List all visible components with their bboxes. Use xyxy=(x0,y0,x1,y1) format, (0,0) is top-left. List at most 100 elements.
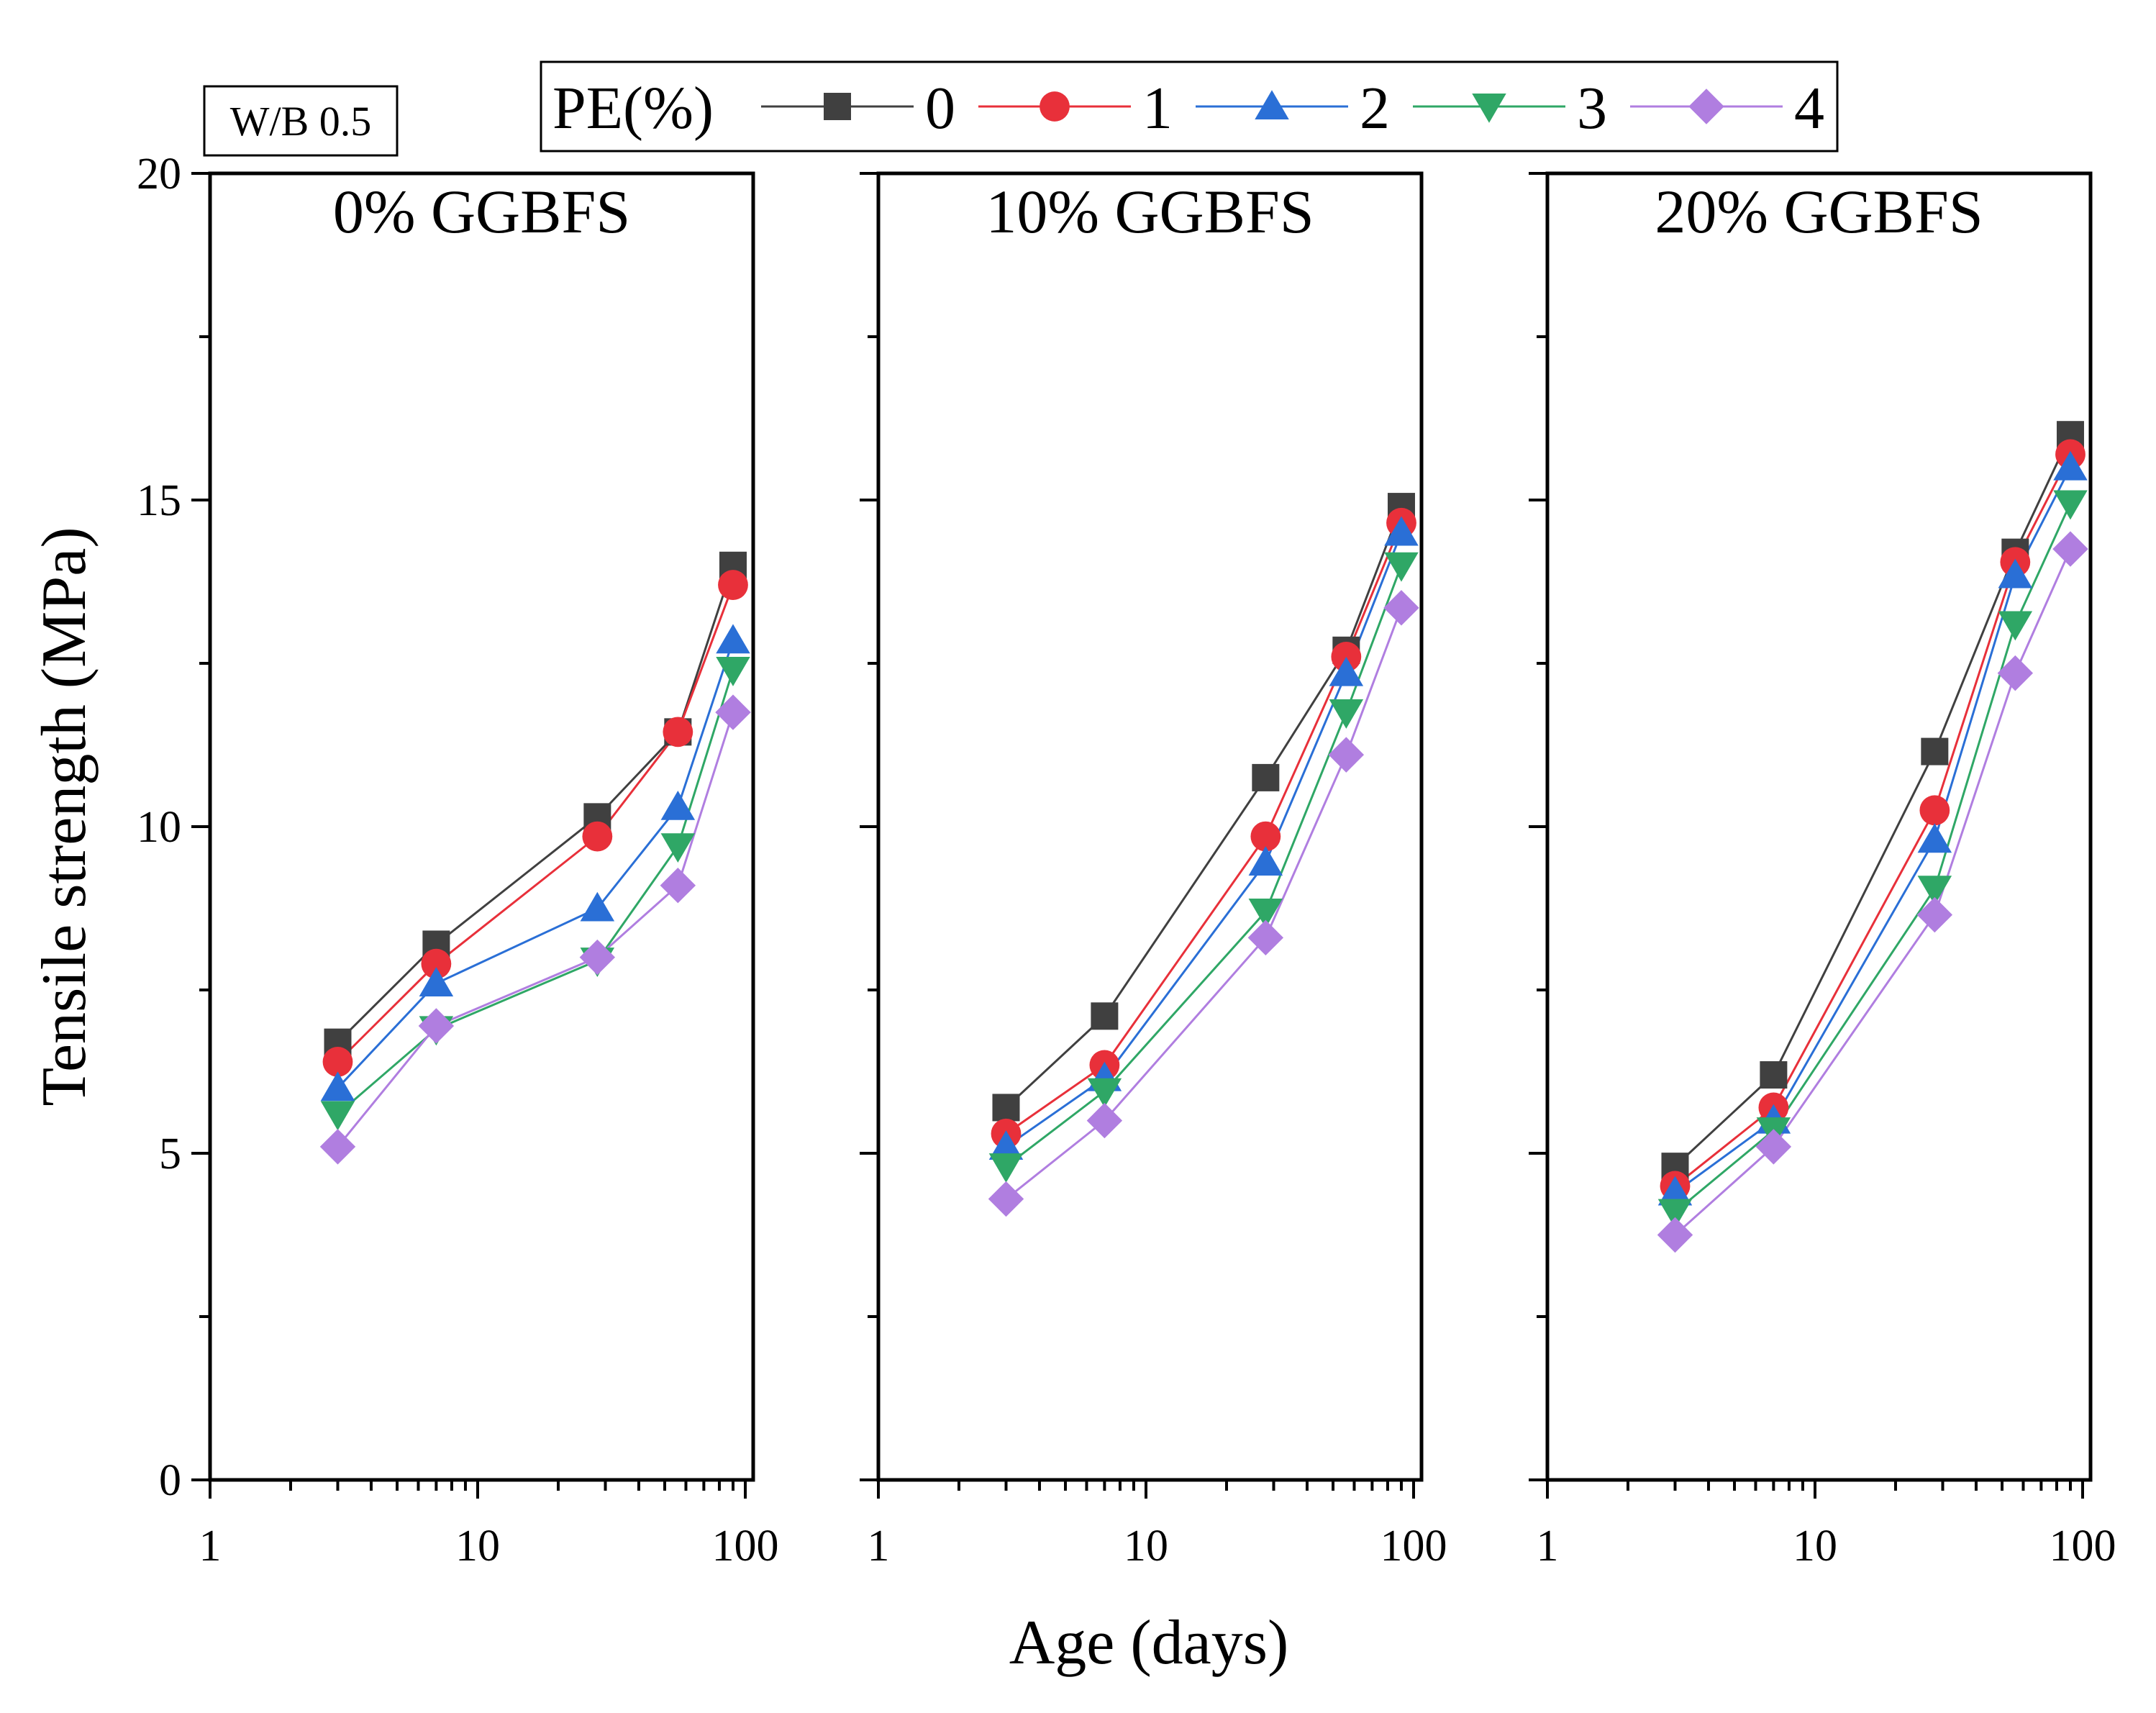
legend-marker-0 xyxy=(824,93,851,120)
data-point-4 xyxy=(660,868,696,904)
panel-2: 1 10 100 10% GGBFS xyxy=(860,171,1447,1571)
panel-frame xyxy=(1545,171,2093,1482)
data-point-0 xyxy=(992,1094,1020,1122)
x-tick-label: 100 xyxy=(2050,1522,2116,1571)
legend-title: PE(%) xyxy=(552,75,714,142)
y-tick-label: 0 xyxy=(159,1456,181,1505)
series-line-1 xyxy=(1005,522,1403,1135)
x-tick-label: 1 xyxy=(1537,1522,1559,1571)
legend-marker-3 xyxy=(1472,93,1506,123)
legend: PE(%) 0 1 2 3 4 xyxy=(540,60,1839,153)
data-point-3 xyxy=(1998,611,2033,641)
data-point-2 xyxy=(716,624,750,654)
data-point-3 xyxy=(988,1153,1024,1183)
data-point-3 xyxy=(716,657,750,686)
data-point-1 xyxy=(1250,821,1281,852)
data-point-4 xyxy=(988,1181,1024,1217)
data-point-2 xyxy=(988,1130,1024,1160)
series-line-3 xyxy=(1674,502,2072,1213)
data-point-2 xyxy=(1917,823,1952,853)
data-point-3 xyxy=(660,833,696,863)
y-tick-label: 15 xyxy=(137,476,181,525)
x-tick-label: 10 xyxy=(455,1522,500,1571)
y-tick-label: 10 xyxy=(137,803,181,852)
panel-3: 1 10 100 20% GGBFS xyxy=(1529,171,2116,1571)
wb-box: W/B 0.5 xyxy=(203,85,399,157)
panel-frame xyxy=(208,171,755,1482)
panels: 0 5 10 15 20 1 10 100 0% GGBFS 1 10 100 10% GGBFS 1 10… xyxy=(137,150,2116,1571)
data-point-2 xyxy=(1998,558,2033,589)
data-point-4 xyxy=(319,1129,356,1165)
legend-marker-4 xyxy=(1688,88,1724,124)
data-point-4 xyxy=(1086,1102,1123,1139)
legend-label-4: 4 xyxy=(1794,75,1824,142)
series-line-4 xyxy=(1674,548,2072,1236)
series-line-1 xyxy=(337,584,734,1063)
data-point-3 xyxy=(1917,876,1952,906)
data-point-1 xyxy=(421,948,452,979)
legend-label-3: 3 xyxy=(1577,75,1607,142)
data-point-4 xyxy=(1247,919,1284,956)
data-point-4 xyxy=(1997,655,2034,691)
series-line-4 xyxy=(1005,607,1403,1200)
data-point-2 xyxy=(1384,516,1419,546)
y-tick-label: 20 xyxy=(137,150,181,199)
data-point-3 xyxy=(320,1101,355,1131)
panel-1: 0 5 10 15 20 1 10 100 0% GGBFS xyxy=(137,150,779,1571)
x-tick-label: 1 xyxy=(868,1522,890,1571)
wb-label: W/B 0.5 xyxy=(230,98,372,145)
series-line-2 xyxy=(337,640,734,1089)
data-point-3 xyxy=(1087,1078,1122,1108)
data-point-4 xyxy=(1755,1129,1792,1165)
legend-marker-1 xyxy=(1040,91,1070,122)
data-point-0 xyxy=(1252,763,1280,791)
data-point-1 xyxy=(1919,795,1950,826)
data-point-1 xyxy=(582,821,613,852)
data-point-2 xyxy=(1329,656,1364,686)
data-point-1 xyxy=(663,717,693,748)
data-point-4 xyxy=(715,694,751,730)
data-point-3 xyxy=(1657,1199,1693,1229)
data-point-4 xyxy=(1328,737,1365,773)
panel-title: 20% GGBFS xyxy=(1655,177,1983,246)
data-point-4 xyxy=(418,1008,455,1044)
legend-label-2: 2 xyxy=(1360,75,1390,142)
x-tick-label: 100 xyxy=(1381,1522,1447,1571)
x-tick-label: 10 xyxy=(1793,1522,1837,1571)
data-point-1 xyxy=(322,1046,353,1077)
legend-label-1: 1 xyxy=(1142,75,1173,142)
data-point-2 xyxy=(2053,450,2088,481)
data-point-2 xyxy=(320,1071,355,1101)
panel-frame xyxy=(876,171,1424,1482)
data-point-1 xyxy=(718,570,748,600)
data-point-4 xyxy=(1383,590,1419,626)
legend-entries: 0 1 2 3 4 xyxy=(761,75,1824,142)
x-tick-label: 10 xyxy=(1124,1522,1168,1571)
data-point-3 xyxy=(1329,699,1364,729)
series-line-0 xyxy=(1005,506,1403,1109)
data-point-4 xyxy=(1657,1217,1693,1253)
data-point-2 xyxy=(419,967,454,996)
y-axis-title: Tensile strength (MPa) xyxy=(29,527,99,1106)
legend-label-0: 0 xyxy=(925,75,955,142)
x-axis-title: Age (days) xyxy=(1009,1608,1289,1678)
data-point-3 xyxy=(1248,898,1283,928)
series-line-4 xyxy=(337,712,734,1148)
series-line-2 xyxy=(1005,532,1403,1148)
x-tick-label: 1 xyxy=(199,1522,222,1571)
data-point-4 xyxy=(579,939,616,976)
wb-box-frame xyxy=(203,85,399,157)
data-point-2 xyxy=(1657,1176,1693,1206)
data-point-0 xyxy=(1091,1002,1119,1030)
data-point-3 xyxy=(2053,490,2088,520)
panel-title: 10% GGBFS xyxy=(986,177,1314,246)
legend-frame xyxy=(540,60,1839,153)
data-point-2 xyxy=(580,891,615,922)
data-point-4 xyxy=(1916,896,1953,933)
legend-marker-2 xyxy=(1255,90,1289,120)
data-point-0 xyxy=(1760,1061,1788,1089)
y-tick-label: 5 xyxy=(159,1130,181,1178)
x-tick-label: 100 xyxy=(712,1522,779,1571)
